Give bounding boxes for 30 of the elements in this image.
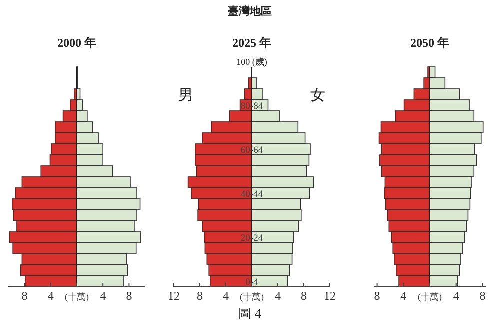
annotation: 100 (歲): [236, 57, 268, 67]
x-tick-label: 4: [453, 289, 460, 303]
x-tick-label: 8: [22, 289, 28, 303]
y-tick-label: 60-64: [240, 146, 264, 156]
x-tick-label: 8: [301, 289, 307, 303]
x-tick-label: 4: [400, 289, 407, 303]
chart-title: 2000 年: [58, 36, 96, 50]
chart-title: 2050 年: [410, 36, 450, 50]
series-label: 男: [178, 88, 194, 104]
x-tick-label: 4: [275, 289, 281, 303]
x-tick-label: 4: [100, 289, 106, 303]
x-tick-label: (十萬): [418, 292, 442, 302]
chart-title: 2025 年: [232, 36, 272, 50]
x-tick-label: 8: [126, 289, 132, 303]
x-tick-label: 12: [324, 289, 336, 303]
x-tick-label: 8: [480, 289, 486, 303]
x-tick-label: (十萬): [65, 292, 89, 302]
series-label: 女: [310, 87, 326, 104]
y-tick-label: 80-84: [240, 102, 264, 112]
x-tick-label: (十萬): [240, 292, 264, 302]
x-tick-label: 12: [168, 289, 180, 303]
x-tick-label: 8: [197, 289, 203, 303]
x-tick-label: 8: [374, 289, 380, 303]
text: 臺灣地區: [228, 5, 272, 18]
y-tick-label: 40-44: [240, 190, 264, 200]
x-tick-label: 4: [223, 289, 229, 303]
y-tick-label: 0-4: [246, 278, 259, 288]
x-tick-label: 4: [48, 289, 54, 303]
caption: 圖 4: [238, 306, 262, 321]
y-tick-label: 20-24: [240, 234, 264, 244]
